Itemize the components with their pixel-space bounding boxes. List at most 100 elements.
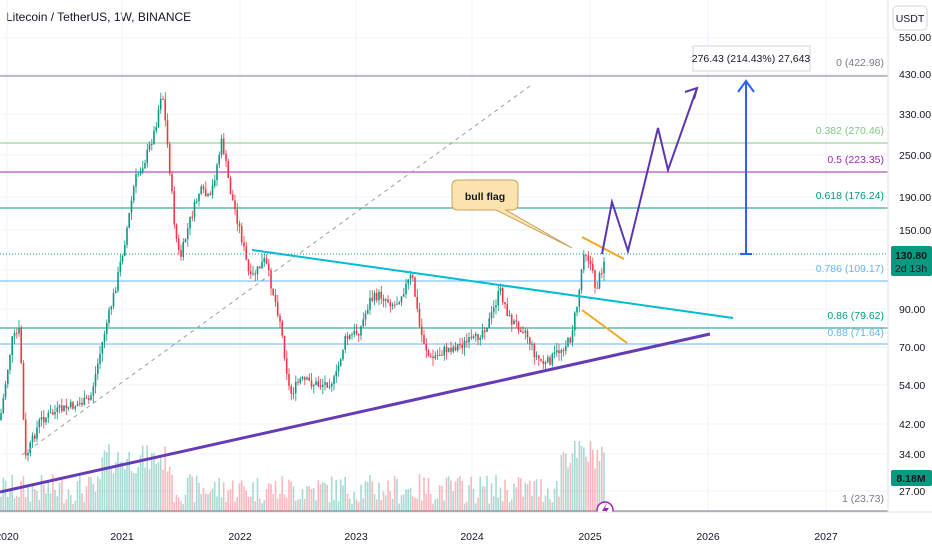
candle-body <box>583 254 585 270</box>
volume-bar <box>384 495 387 512</box>
price-projection-path[interactable] <box>601 87 698 255</box>
time-label: 2021 <box>110 531 134 543</box>
flag-lower-line[interactable] <box>581 309 628 344</box>
volume-bar <box>234 501 236 512</box>
fibonacci-retracement[interactable] <box>0 75 888 512</box>
volume-bar <box>524 482 527 512</box>
volume-bar <box>470 476 472 512</box>
volume-bar <box>522 496 524 512</box>
candle-body <box>598 273 601 289</box>
candle-body <box>126 227 128 246</box>
volume-bar <box>495 475 497 512</box>
volume-bar <box>193 502 196 512</box>
candle-body <box>29 442 31 454</box>
fib-label-0: 0 (422.98) <box>836 57 884 69</box>
volume-bar <box>247 496 250 512</box>
volume-bar <box>173 502 175 512</box>
projection-arrowhead <box>684 86 699 100</box>
volume-bar <box>220 497 223 512</box>
support-trendline[interactable] <box>0 332 711 494</box>
volume-bar <box>79 476 81 512</box>
volume-bar <box>447 476 450 512</box>
candle-body <box>276 302 279 316</box>
candle-body <box>85 397 88 399</box>
candle-body <box>488 318 490 328</box>
volume-bars <box>0 441 605 512</box>
volume-bar <box>596 449 599 512</box>
candle-body <box>569 337 572 343</box>
volume-bar <box>88 476 90 512</box>
candle-body <box>567 337 569 347</box>
currency-button[interactable] <box>892 5 928 31</box>
volume-bar <box>13 498 16 512</box>
candle-body <box>499 288 502 292</box>
candle-body <box>364 313 367 320</box>
candle-body <box>344 336 346 350</box>
volume-bar <box>34 489 36 512</box>
volume-bar <box>15 495 18 512</box>
candle-body <box>547 357 549 363</box>
candle-body <box>285 358 288 374</box>
volume-bar <box>117 451 119 512</box>
candle-body <box>382 298 385 301</box>
candle-body <box>301 377 304 379</box>
candle-body <box>157 109 160 128</box>
bull-flag-label: bull flag <box>465 191 505 203</box>
candle-body <box>425 344 427 351</box>
candle-body <box>396 303 398 305</box>
candle-body <box>319 385 322 387</box>
candle-body <box>452 346 454 352</box>
volume-bar <box>418 474 421 512</box>
candle-body <box>423 335 425 345</box>
bull-flag-callout[interactable] <box>451 179 573 249</box>
candle-body <box>128 212 130 228</box>
volume-bar <box>204 493 207 512</box>
volume-bar <box>409 487 412 512</box>
volume-bar <box>468 484 470 512</box>
candle-body <box>389 302 391 307</box>
volume-bar <box>310 489 313 512</box>
candle-body <box>258 266 261 269</box>
candle-body <box>72 402 74 409</box>
volume-bar <box>276 498 279 512</box>
volume-bar <box>551 502 554 512</box>
candle-body <box>384 299 387 301</box>
volume-bar <box>499 487 502 512</box>
resistance-trendline[interactable] <box>251 249 734 319</box>
diagonal-dashed-line[interactable] <box>21 85 531 456</box>
candle-body <box>594 270 596 288</box>
volume-bar <box>560 455 563 512</box>
candle-body <box>249 271 252 274</box>
candle-body <box>380 291 382 299</box>
candle-body <box>398 302 400 304</box>
volume-bar <box>110 468 113 512</box>
volume-bar <box>337 501 340 512</box>
candle-body <box>576 306 578 313</box>
candle-body <box>348 334 351 339</box>
volume-bar <box>326 484 328 512</box>
candle-body <box>213 180 216 186</box>
candle-body <box>191 216 193 218</box>
volume-bar <box>569 462 572 512</box>
volume-bar <box>598 460 601 512</box>
price-axis[interactable]: USDT 550.00 430.00 330.00 250.00 190.00 … <box>887 0 932 512</box>
volume-bar <box>211 488 214 512</box>
volume-bar <box>364 481 367 512</box>
volume-bar <box>369 475 371 512</box>
volume-bar <box>346 493 349 512</box>
candle-body <box>328 386 331 388</box>
volume-bar <box>459 475 461 512</box>
candle-body <box>592 263 594 271</box>
candle-body <box>427 350 430 356</box>
fib-label-088: 0.88 (71.64) <box>827 327 884 339</box>
candle-body <box>67 407 70 409</box>
candle-body <box>402 294 405 297</box>
volume-bar <box>373 493 376 512</box>
candle-body <box>468 337 470 343</box>
candle-body <box>310 380 313 387</box>
candle-body <box>580 269 583 290</box>
candlesticks[interactable] <box>0 92 605 462</box>
volume-bar <box>132 473 135 512</box>
